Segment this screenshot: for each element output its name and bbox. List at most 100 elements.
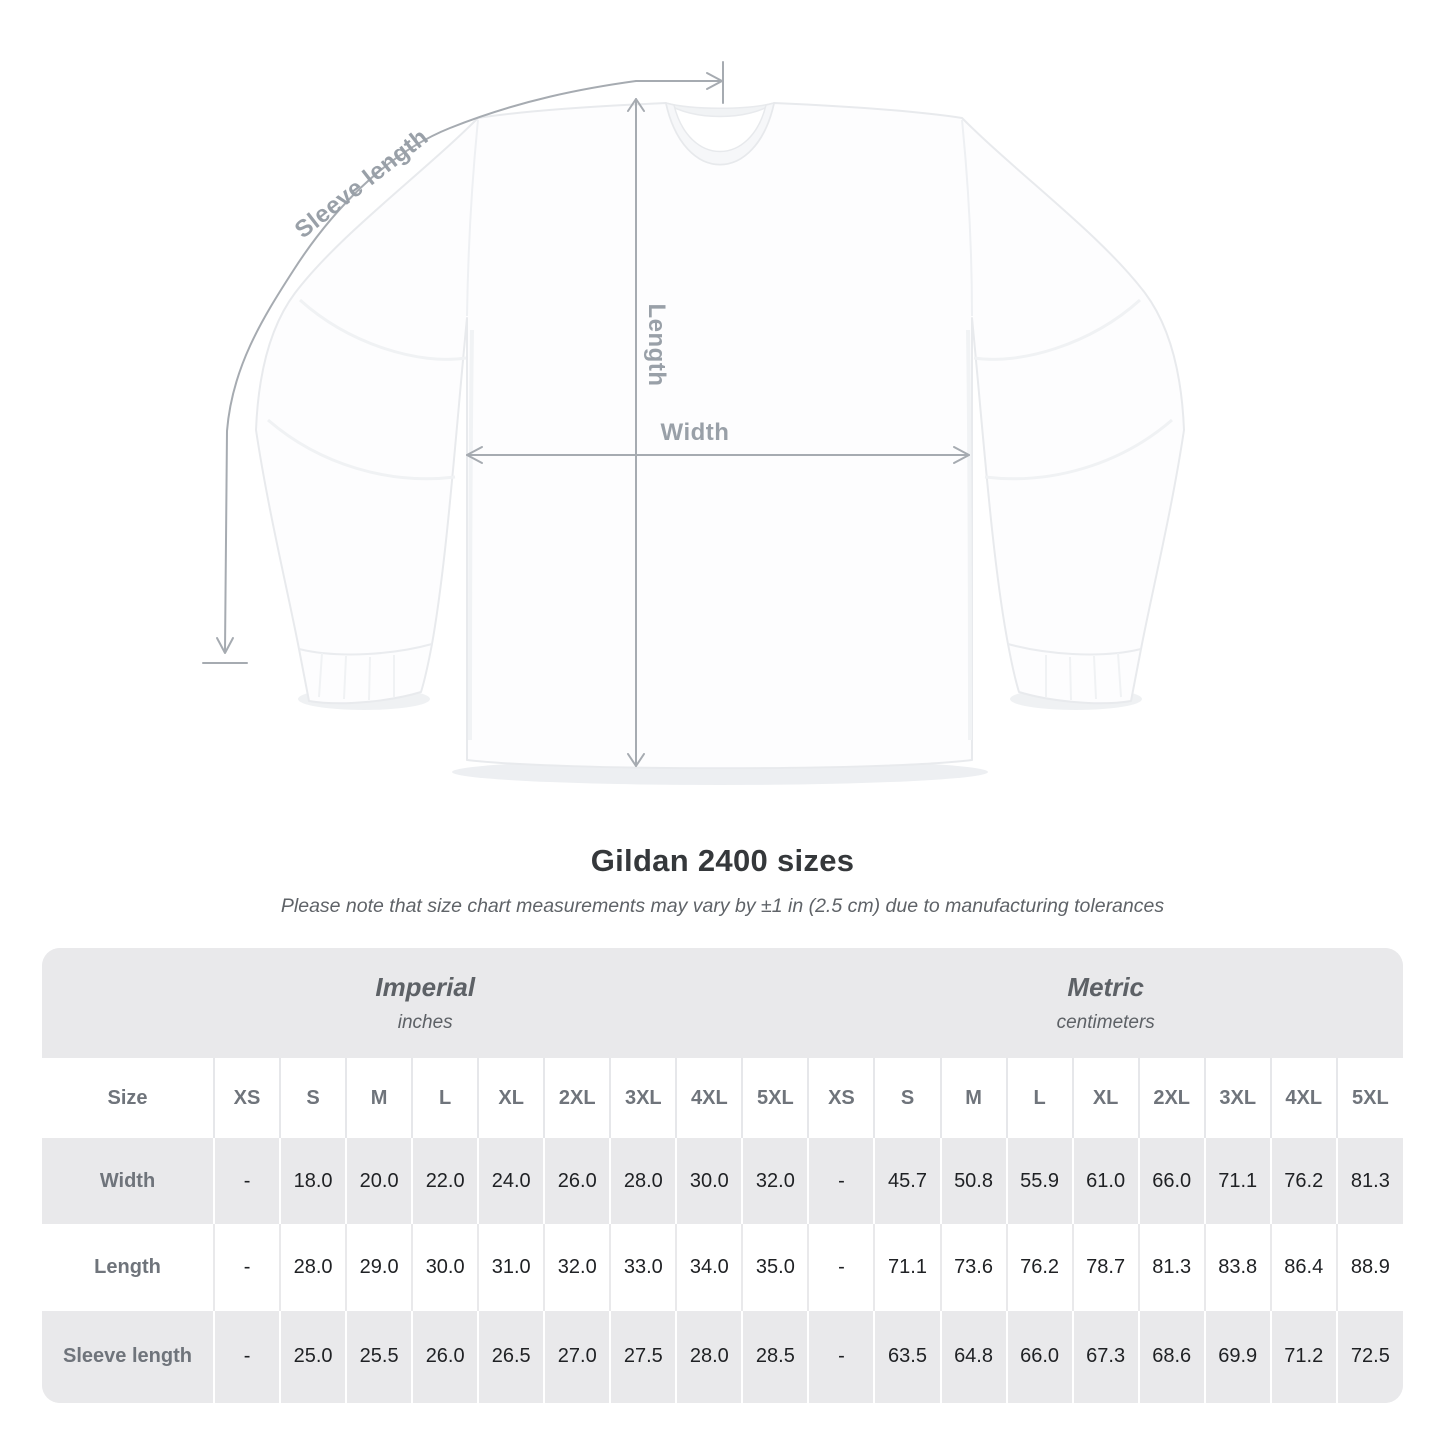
measurement-value: 27.0 — [543, 1310, 611, 1403]
measurement-value: 88.9 — [1335, 1224, 1403, 1311]
shirt-diagram: Sleeve length Length Width — [202, 61, 1185, 785]
imperial-header: Imperial inches — [42, 948, 809, 1058]
measurement-value: 31.0 — [477, 1224, 545, 1311]
measurement-value: 26.0 — [411, 1310, 479, 1403]
length-label: Length — [643, 303, 670, 387]
measurement-value: 76.2 — [1269, 1138, 1337, 1225]
measurement-value: 30.0 — [411, 1224, 479, 1311]
measurement-value: 63.5 — [873, 1310, 941, 1403]
width-line — [466, 446, 970, 464]
measurement-value: 55.9 — [1005, 1138, 1073, 1225]
row-label: Width — [42, 1138, 214, 1225]
measurement-value: 73.6 — [939, 1224, 1007, 1311]
size-column-header: 2XL — [543, 1058, 611, 1138]
size-chart-table: Imperial inches Metric centimeters Size … — [42, 948, 1403, 1403]
measurement-value: 71.2 — [1269, 1310, 1337, 1403]
size-column-header: L — [1005, 1058, 1073, 1138]
measurement-value: 25.0 — [279, 1310, 347, 1403]
measurement-value: 24.0 — [477, 1138, 545, 1225]
size-column-header: 3XL — [1203, 1058, 1271, 1138]
measurement-value: 27.5 — [609, 1310, 677, 1403]
measurement-value: - — [807, 1310, 875, 1403]
measurement-value: 69.9 — [1203, 1310, 1271, 1403]
measurement-value: 61.0 — [1071, 1138, 1139, 1225]
size-column-header: M — [939, 1058, 1007, 1138]
size-column-header: 4XL — [1269, 1058, 1337, 1138]
measurement-value: 64.8 — [939, 1310, 1007, 1403]
measurement-value: - — [212, 1138, 281, 1225]
measurement-row: Sleeve length -25.0 25.5 26.0 26.5 27.0 27.5 28… — [42, 1310, 1403, 1403]
measurement-value: 83.8 — [1203, 1224, 1271, 1311]
measurement-value: 68.6 — [1137, 1310, 1205, 1403]
measurement-value: - — [212, 1310, 281, 1403]
measurement-value: 45.7 — [873, 1138, 941, 1225]
size-chart: Imperial inches Metric centimeters Size … — [42, 948, 1403, 1403]
measurement-value: 67.3 — [1071, 1310, 1139, 1403]
size-header-row: Size XS S M L XL 2XL 3XL 4XL 5XL XS S M L XL 2XL 3XL 4XL… — [42, 1058, 1403, 1138]
sleeve-length-line — [202, 61, 724, 664]
measurement-value: 25.5 — [345, 1310, 413, 1403]
row-label: Length — [42, 1224, 214, 1311]
measurement-row: Length -28.0 29.0 30.0 31.0 32.0 33.0 34.0 35.0-… — [42, 1224, 1403, 1311]
length-line — [627, 98, 645, 767]
corner-header: Size — [42, 1058, 214, 1138]
size-column-header: 2XL — [1137, 1058, 1205, 1138]
measurement-value: 22.0 — [411, 1138, 479, 1225]
width-label: Width — [660, 419, 730, 446]
measurement-value: 28.0 — [675, 1310, 743, 1403]
measurement-value: - — [807, 1138, 875, 1225]
measurement-value: - — [212, 1224, 281, 1311]
unit-header-row: Imperial inches Metric centimeters — [42, 948, 1403, 1058]
measurement-value: 29.0 — [345, 1224, 413, 1311]
size-column-header: L — [411, 1058, 479, 1138]
size-column-header: 3XL — [609, 1058, 677, 1138]
measurement-value: 66.0 — [1005, 1310, 1073, 1403]
size-column-header: S — [279, 1058, 347, 1138]
measurement-value: 20.0 — [345, 1138, 413, 1225]
size-column-header: 4XL — [675, 1058, 743, 1138]
size-column-header: XL — [1071, 1058, 1139, 1138]
measurement-value: 33.0 — [609, 1224, 677, 1311]
measurement-row: Width -18.0 20.0 22.0 24.0 26.0 28.0 30.0 32.0-4… — [42, 1138, 1403, 1225]
measurement-value: 71.1 — [873, 1224, 941, 1311]
measurement-value: 32.0 — [741, 1138, 809, 1225]
measurement-value: 28.0 — [609, 1138, 677, 1225]
measurement-value: 81.3 — [1137, 1224, 1205, 1311]
measurement-value: 28.0 — [279, 1224, 347, 1311]
metric-label: Metric — [1067, 972, 1144, 1002]
measurement-value: 32.0 — [543, 1224, 611, 1311]
measurement-value: 18.0 — [279, 1138, 347, 1225]
measurement-value: 81.3 — [1335, 1138, 1403, 1225]
size-column-header: 5XL — [741, 1058, 809, 1138]
size-column-header: XS — [212, 1058, 281, 1138]
measurement-value: 72.5 — [1335, 1310, 1403, 1403]
measurement-value: 26.0 — [543, 1138, 611, 1225]
page-title: Gildan 2400 sizes — [590, 843, 855, 878]
measurement-value: - — [807, 1224, 875, 1311]
imperial-sublabel: inches — [397, 1012, 453, 1033]
measurement-value: 34.0 — [675, 1224, 743, 1311]
row-label: Sleeve length — [42, 1310, 214, 1403]
size-column-header: S — [873, 1058, 941, 1138]
measurement-value: 86.4 — [1269, 1224, 1337, 1311]
measurement-value: 78.7 — [1071, 1224, 1139, 1311]
measurement-value: 28.5 — [741, 1310, 809, 1403]
measurement-value: 66.0 — [1137, 1138, 1205, 1225]
size-column-header: 5XL — [1335, 1058, 1403, 1138]
metric-sublabel: centimeters — [1056, 1012, 1155, 1033]
page-subtitle: Please note that size chart measurements… — [280, 895, 1165, 917]
measurement-value: 50.8 — [939, 1138, 1007, 1225]
measurement-value: 35.0 — [741, 1224, 809, 1311]
metric-header: Metric centimeters — [808, 948, 1403, 1058]
measurement-value: 71.1 — [1203, 1138, 1271, 1225]
imperial-label: Imperial — [375, 972, 476, 1002]
shirt-illustration — [255, 101, 1185, 770]
size-column-header: XL — [477, 1058, 545, 1138]
measurement-value: 26.5 — [477, 1310, 545, 1403]
measurement-value: 76.2 — [1005, 1224, 1073, 1311]
measurement-value: 30.0 — [675, 1138, 743, 1225]
size-column-header: M — [345, 1058, 413, 1138]
size-column-header: XS — [807, 1058, 875, 1138]
shirt-photo — [202, 61, 1185, 785]
